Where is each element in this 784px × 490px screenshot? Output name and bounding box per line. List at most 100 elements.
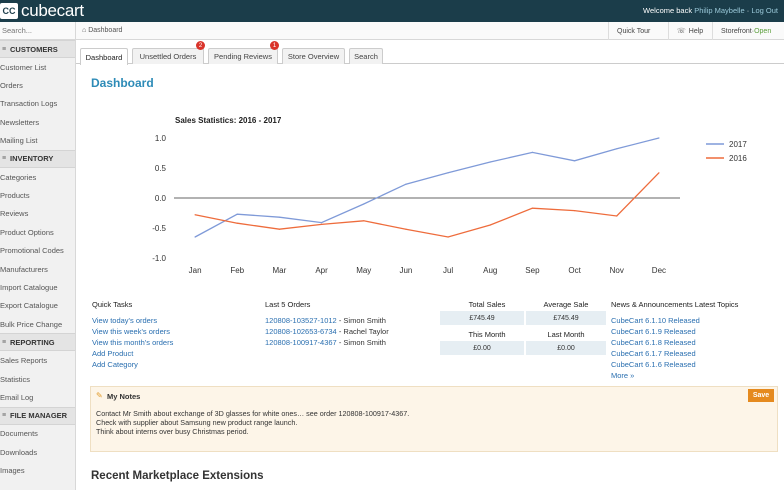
x-tick-label: Oct [568,266,581,275]
quick-task-today[interactable]: View today's orders [92,316,158,325]
data-point [573,210,576,212]
order-link[interactable]: 120808-103527-1012 [265,316,337,325]
sidebar-item-product-options[interactable]: Product Options [0,227,54,237]
news-item[interactable]: CubeCart 6.1.8 Released [611,338,696,347]
search-input[interactable] [2,26,72,35]
x-tick-label: Aug [483,266,497,275]
sidebar-item-export-catalogue[interactable]: Export Catalogue [0,301,58,311]
sidebar-item-bulk-price-change[interactable]: Bulk Price Change [0,319,63,329]
sidebar-item-transaction-logs[interactable]: Transaction Logs [0,99,58,109]
note-icon: ✎ [96,391,103,400]
y-tick-label: 0.5 [155,164,167,173]
data-point [405,183,407,185]
x-tick-label: Dec [652,266,666,275]
data-point [278,228,281,230]
y-tick-label: 0.0 [155,194,167,203]
news-item[interactable]: CubeCart 6.1.6 Released [611,360,696,369]
quick-task-add-category[interactable]: Add Category [92,360,138,369]
order-link[interactable]: 120808-100917-4367 [265,338,337,347]
data-point [363,220,365,222]
news-item[interactable]: CubeCart 6.1.10 Released [611,316,700,325]
last-month-value: £0.00 [526,341,606,355]
sidebar-item-import-catalogue[interactable]: Import Catalogue [0,282,58,292]
tab-store-overview[interactable]: Store Overview [282,48,345,64]
sidebar-item-documents[interactable]: Documents [0,429,38,439]
y-tick-label: -1.0 [152,254,166,263]
breadcrumb: ⌂ Dashboard [82,27,122,34]
sidebar-search [0,22,75,40]
quick-task-month[interactable]: View this month's orders [92,338,174,347]
sidebar-nav: ≡ CUSTOMERS Customer List Orders Transaction… [0,40,75,480]
cubecart-logo[interactable]: CC cubecart [0,1,84,20]
recent-extensions-heading: Recent Marketplace Extensions [91,470,264,482]
home-icon[interactable]: ⌂ [82,27,87,34]
data-point [616,148,618,150]
x-tick-label: Nov [610,266,624,275]
y-tick-label: -0.5 [152,224,166,233]
sidebar: ≡CUSTOMERS Customer List Orders Transaction… [0,22,76,490]
help-label: Help [688,27,704,35]
sidebar-item-reviews[interactable]: Reviews [0,209,29,219]
x-tick-label: Jan [189,266,202,275]
tab-dashboard[interactable]: Dashboard [80,48,128,65]
data-point [194,214,196,216]
average-sale-label: Average Sale [543,300,589,309]
chart-legend: 2017 2016 [706,140,747,163]
news-item[interactable]: CubeCart 6.1.7 Released [611,349,696,358]
news-title: News & Announcements Latest Topics [611,300,739,309]
chart-title: Sales Statistics: 2016 - 2017 [175,116,282,125]
reviews-count-badge: 1 [270,41,279,50]
quick-task-add-product[interactable]: Add Product [92,349,134,358]
order-link[interactable]: 120808-102653-6734 [265,327,337,336]
tab-label: Store Overview [287,52,340,61]
sidebar-item-images[interactable]: Images [0,466,25,476]
tab-label: Dashboard [85,52,123,62]
user-name-link[interactable]: Philip Maybelle [694,6,745,15]
sidebar-section-reporting[interactable]: ≡ REPORTING [0,333,75,352]
legend-label: 2016 [729,154,747,163]
sidebar-item-manufacturers[interactable]: Manufacturers [0,264,48,274]
save-notes-button[interactable]: Save [748,389,774,402]
sidebar-item-orders[interactable]: Orders [0,81,23,91]
notes-textarea[interactable]: Contact Mr Smith about exchange of 3D gl… [96,409,772,449]
logout-link[interactable]: Log Out [751,6,778,15]
tab-search[interactable]: Search [349,48,383,64]
sidebar-section-file-manager[interactable]: ≡ FILE MANAGER [0,406,75,425]
total-sales-value: £745.49 [440,311,524,325]
tab-unsettled-orders[interactable]: Unsettled Orders 2 [132,41,205,64]
section-menu-icon: ≡ [2,412,7,420]
sidebar-item-downloads[interactable]: Downloads [0,447,38,457]
data-point [658,137,660,139]
sidebar-section-inventory[interactable]: ≡ INVENTORY [0,149,75,168]
storefront-button[interactable]: Storefront · Open [712,22,784,40]
total-sales-label: Total Sales [468,300,506,309]
tab-pending-reviews[interactable]: Pending Reviews 1 [208,41,279,64]
sidebar-item-products[interactable]: Products [0,191,30,201]
order-row: 120808-100917-4367 - Simon Smith [265,338,386,347]
help-button[interactable]: ☏ Help [668,22,712,40]
sidebar-item-promotional-codes[interactable]: Promotional Codes [0,246,64,256]
sidebar-item-categories[interactable]: Categories [0,172,37,182]
quick-task-week[interactable]: View this week's orders [92,327,170,336]
x-tick-label: Feb [230,266,244,275]
sidebar-section-customers[interactable]: ≡ CUSTOMERS [0,40,75,58]
breadcrumb-dashboard[interactable]: Dashboard [88,27,123,34]
sidebar-item-mailing-list[interactable]: Mailing List [0,136,38,146]
order-row: 120808-102653-6734 - Rachel Taylor [265,327,389,336]
sidebar-item-newsletters[interactable]: Newsletters [0,117,40,127]
this-month-value: £0.00 [440,341,524,355]
sidebar-item-email-log[interactable]: Email Log [0,392,34,402]
news-more-link[interactable]: More » [611,371,635,380]
sidebar-item-customer-list[interactable]: Customer List [0,62,47,72]
storefront-status: Open [754,27,772,35]
sidebar-item-statistics[interactable]: Statistics [0,374,31,384]
sidebar-item-sales-reports[interactable]: Sales Reports [0,356,48,366]
data-point [658,172,660,174]
section-title: FILE MANAGER [10,411,68,421]
news-item[interactable]: CubeCart 6.1.9 Released [611,327,696,336]
top-bar: CC cubecart Welcome back Philip Maybelle… [0,0,784,22]
logo-badge: CC [0,3,18,19]
separator: · [744,6,752,15]
data-point [531,207,534,209]
quick-tour-button[interactable]: Quick Tour [608,22,668,40]
